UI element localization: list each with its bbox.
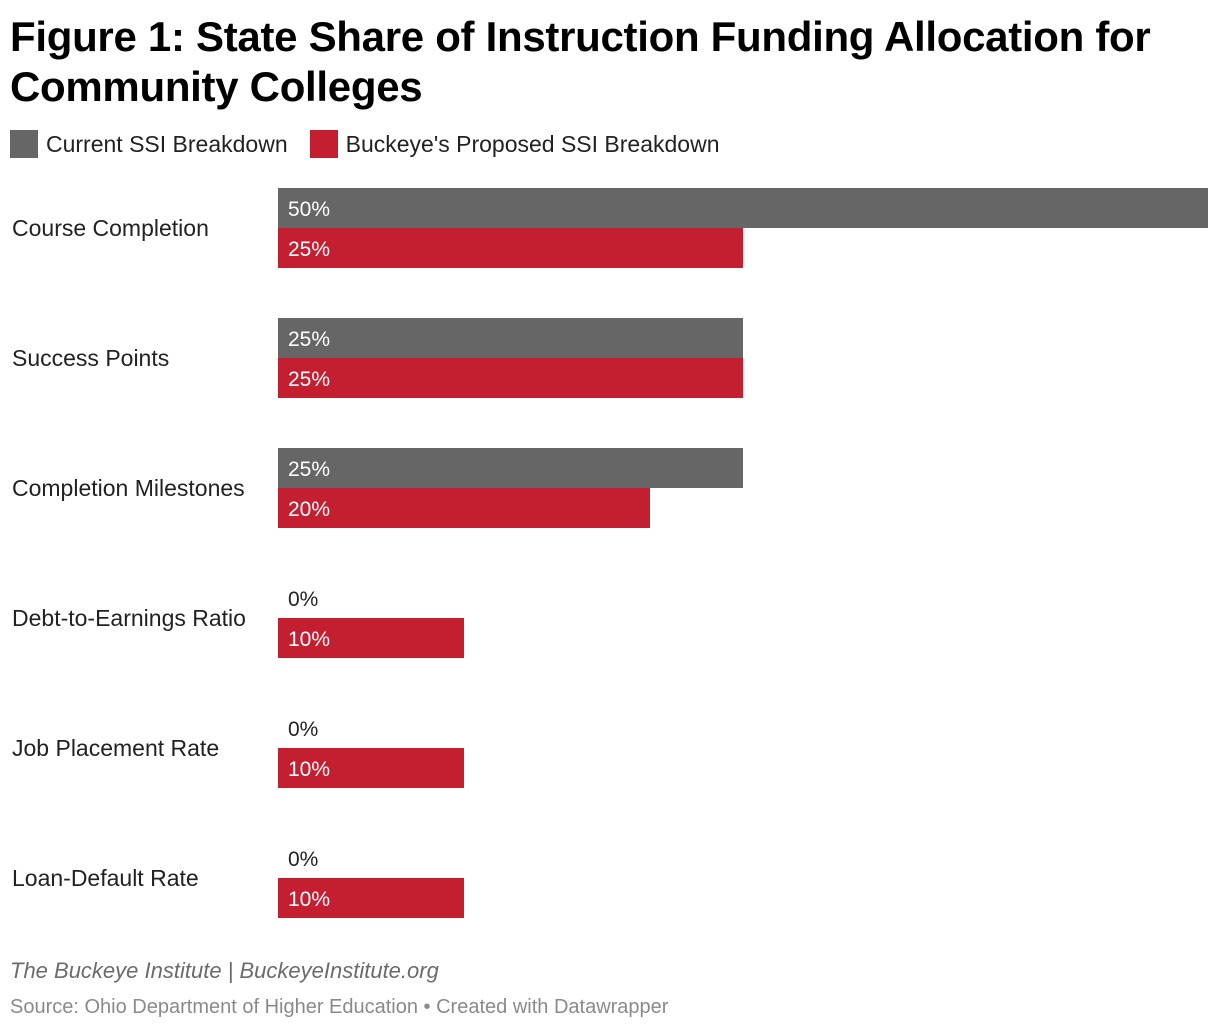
bar-chart: Course Completion 50% 25% Success Points 25%… — [12, 188, 1208, 918]
legend-item-current: Current SSI Breakdown — [10, 130, 288, 158]
data-label-proposed-loan-default-rate: 10% — [288, 888, 330, 911]
bar-current-completion-milestones — [278, 448, 743, 488]
data-label-proposed-debt-to-earnings-ratio: 10% — [288, 628, 330, 651]
source-line: Source: Ohio Department of Higher Educat… — [10, 996, 669, 1018]
data-label-proposed-course-completion: 25% — [288, 238, 330, 261]
data-label-proposed-job-placement-rate: 10% — [288, 758, 330, 781]
data-label-current-completion-milestones: 25% — [288, 458, 330, 481]
data-label-current-success-points: 25% — [288, 328, 330, 351]
bar-proposed-loan-default-rate — [278, 878, 464, 918]
bar-proposed-job-placement-rate — [278, 748, 464, 788]
chart-title: Figure 1: State Share of Instruction Fun… — [10, 13, 1151, 110]
data-label-proposed-success-points: 25% — [288, 368, 330, 391]
category-label-job-placement-rate: Job Placement Rate — [12, 735, 219, 761]
category-label-debt-to-earnings-ratio: Debt-to-Earnings Ratio — [12, 605, 246, 631]
bar-proposed-completion-milestones — [278, 488, 650, 528]
category-label-success-points: Success Points — [12, 345, 169, 371]
data-label-current-debt-to-earnings-ratio: 0% — [288, 588, 318, 611]
bar-proposed-debt-to-earnings-ratio — [278, 618, 464, 658]
category-label-course-completion: Course Completion — [12, 215, 209, 241]
legend-label-proposed: Buckeye's Proposed SSI Breakdown — [345, 130, 720, 157]
category-label-loan-default-rate: Loan-Default Rate — [12, 865, 199, 891]
data-label-current-loan-default-rate: 0% — [288, 848, 318, 871]
legend-swatch-proposed — [309, 130, 338, 158]
legend-label-current: Current SSI Breakdown — [46, 130, 288, 157]
bar-current-course-completion — [278, 188, 1208, 228]
bar-proposed-success-points — [278, 358, 743, 398]
credit-line: The Buckeye Institute | BuckeyeInstitute… — [10, 958, 439, 983]
bar-proposed-course-completion — [278, 228, 743, 268]
data-label-current-job-placement-rate: 0% — [288, 718, 318, 741]
bar-current-success-points — [278, 318, 743, 358]
legend-swatch-current — [10, 130, 38, 158]
category-label-completion-milestones: Completion Milestones — [12, 475, 245, 501]
legend: Current SSI Breakdown Buckeye's Proposed… — [10, 130, 742, 158]
data-label-proposed-completion-milestones: 20% — [288, 498, 330, 521]
legend-item-proposed: Buckeye's Proposed SSI Breakdown — [309, 130, 720, 158]
data-label-current-course-completion: 50% — [288, 198, 330, 221]
